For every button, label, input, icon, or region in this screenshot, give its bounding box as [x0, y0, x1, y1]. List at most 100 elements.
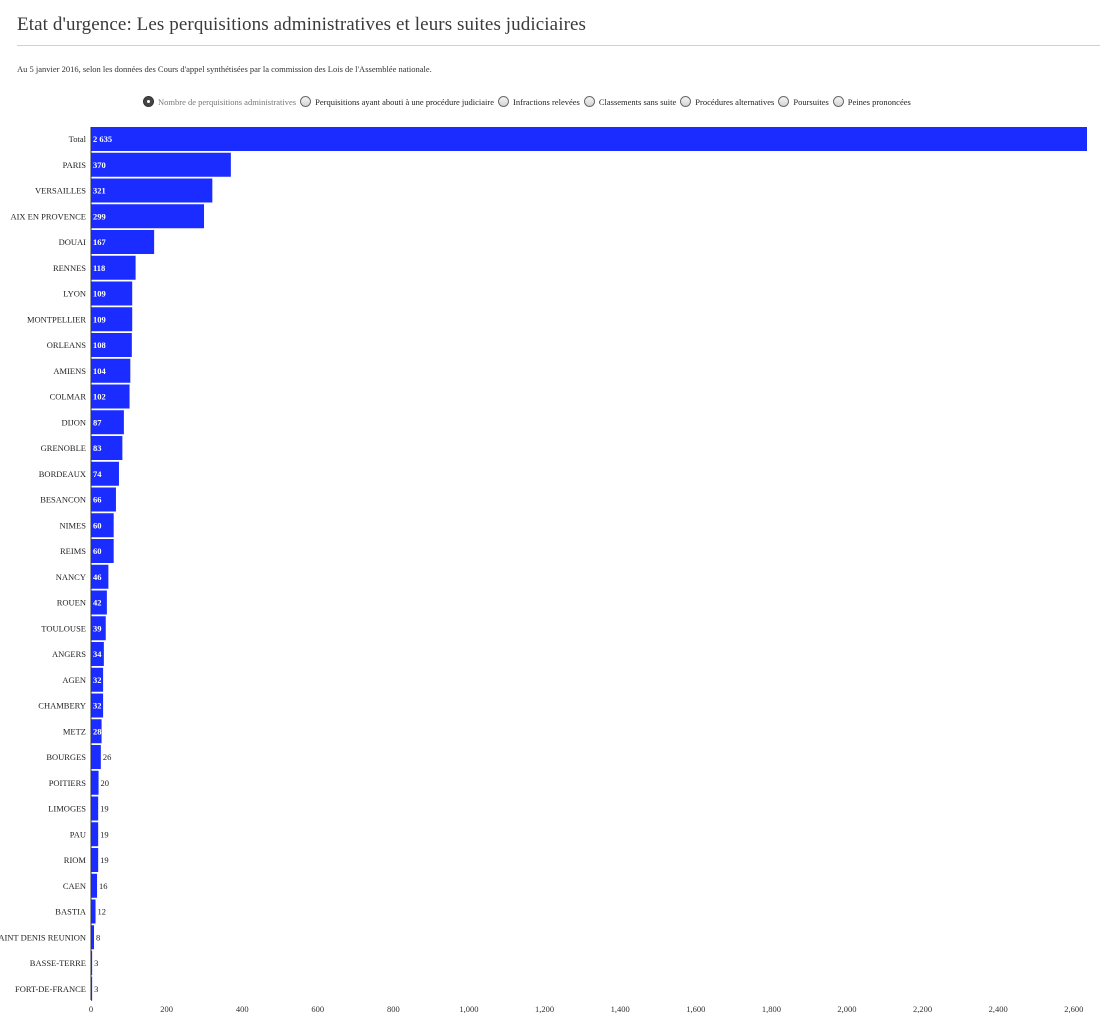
- bar-nimes: [91, 513, 114, 538]
- value-label-lyon: 109: [93, 289, 106, 299]
- value-label-riom: 19: [100, 855, 109, 865]
- value-label-dijon: 87: [93, 417, 102, 427]
- value-label-bastia: 12: [98, 907, 107, 917]
- value-label-grenoble: 83: [93, 443, 102, 453]
- value-label-chambery: 32: [93, 701, 102, 711]
- bar-toulouse: [91, 616, 106, 641]
- value-label-toulouse: 39: [93, 623, 102, 633]
- bar-agen: [91, 667, 104, 692]
- value-label-limoges: 19: [100, 804, 109, 814]
- value-label-saint-denis-reunion: 8: [96, 932, 100, 942]
- radio-label: Infractions relevées: [513, 96, 580, 107]
- value-label-aix-en-provence: 299: [93, 211, 106, 221]
- value-label-agen: 32: [93, 675, 102, 685]
- bar-aix-en-provence: [91, 204, 205, 229]
- category-label-nimes: NIMES: [60, 520, 87, 530]
- value-label-versailles: 321: [93, 186, 106, 196]
- radio-classements-sans-suite[interactable]: Classements sans suite: [583, 96, 677, 107]
- value-label-paris: 370: [93, 160, 106, 170]
- bar-reims: [91, 539, 114, 563]
- category-label-aix-en-provence: AIX EN PROVENCE: [10, 211, 86, 221]
- bar-fort-de-france: [91, 976, 93, 1001]
- radio-procedures-alternatives[interactable]: Procédures alternatives: [680, 96, 774, 107]
- category-label-riom: RIOM: [64, 855, 87, 865]
- value-label-nancy: 46: [93, 572, 102, 582]
- category-label-paris: PARIS: [63, 160, 87, 170]
- category-label-poitiers: POITIERS: [49, 778, 87, 788]
- bar-lyon: [91, 281, 133, 306]
- radio-button-icon[interactable]: [778, 96, 790, 107]
- radio-button-icon[interactable]: [498, 96, 510, 107]
- category-label-toulouse: TOULOUSE: [41, 623, 86, 633]
- value-label-pau: 19: [100, 829, 109, 839]
- bar-rouen: [91, 590, 107, 615]
- bar-paris: [91, 152, 231, 177]
- radio-button-icon[interactable]: [583, 96, 595, 107]
- value-label-nimes: 60: [93, 520, 102, 530]
- value-label-poitiers: 20: [101, 778, 110, 788]
- value-label-basse-terre: 3: [94, 958, 98, 968]
- value-label-bourges: 26: [103, 752, 112, 762]
- value-label-amiens: 104: [93, 366, 107, 376]
- category-label-reims: REIMS: [60, 546, 86, 556]
- radio-label: Nombre de perquisitions administratives: [158, 96, 297, 107]
- category-label-metz: METZ: [63, 726, 86, 736]
- radio-label: Classements sans suite: [598, 96, 677, 107]
- category-label-angers: ANGERS: [52, 649, 86, 659]
- category-label-bourges: BOURGES: [46, 752, 86, 762]
- radio-procedure-judiciaire[interactable]: Perquisitions ayant abouti à une procédu…: [300, 96, 494, 107]
- value-label-bordeaux: 74: [93, 469, 102, 479]
- radio-infractions-relevees[interactable]: Infractions relevées: [498, 96, 580, 107]
- value-label-metz: 28: [93, 726, 102, 736]
- category-label-total: Total: [69, 134, 87, 144]
- bar-caen: [91, 873, 98, 898]
- bar-colmar: [91, 384, 130, 409]
- radio-button-icon[interactable]: [143, 96, 154, 107]
- category-label-fort-de-france: FORT-DE-FRANCE: [15, 984, 86, 994]
- radio-button-icon[interactable]: [680, 96, 692, 107]
- bar-limoges: [91, 796, 99, 821]
- x-tick-label: 2,600: [1064, 1004, 1083, 1014]
- bar-montpellier: [91, 307, 133, 332]
- value-label-rennes: 118: [93, 263, 105, 273]
- x-tick-label: 2,200: [913, 1004, 932, 1014]
- bar-orleans: [91, 333, 132, 357]
- x-tick-label: 400: [236, 1004, 249, 1014]
- metric-selector: Nombre de perquisitions administratives …: [143, 96, 915, 107]
- x-tick-label: 2,000: [837, 1004, 856, 1014]
- radio-button-icon[interactable]: [832, 96, 844, 107]
- x-tick-label: 200: [160, 1004, 173, 1014]
- x-tick-label: 1,800: [762, 1004, 781, 1014]
- category-label-orleans: ORLEANS: [47, 340, 86, 350]
- radio-perquisitions-administratives[interactable]: Nombre de perquisitions administratives: [143, 96, 296, 107]
- title-divider: [17, 45, 1100, 46]
- category-label-amiens: AMIENS: [53, 366, 86, 376]
- x-tick-label: 1,000: [459, 1004, 478, 1014]
- value-label-reims: 60: [93, 546, 102, 556]
- category-label-colmar: COLMAR: [50, 392, 87, 402]
- x-tick-label: 1,600: [686, 1004, 705, 1014]
- radio-button-icon[interactable]: [300, 96, 312, 107]
- category-label-bastia: BASTIA: [55, 907, 87, 917]
- category-label-lyon: LYON: [63, 289, 86, 299]
- category-label-caen: CAEN: [63, 881, 86, 891]
- category-label-grenoble: GRENOBLE: [41, 443, 86, 453]
- bar-grenoble: [91, 436, 123, 460]
- bar-metz: [91, 719, 102, 744]
- x-tick-label: 2,400: [989, 1004, 1008, 1014]
- subtitle: Au 5 janvier 2016, selon les données des…: [17, 64, 432, 74]
- bar-amiens: [91, 358, 131, 383]
- radio-label: Procédures alternatives: [695, 96, 775, 107]
- value-label-colmar: 102: [93, 392, 106, 402]
- value-label-montpellier: 109: [93, 314, 106, 324]
- category-label-saint-denis-reunion: SAINT DENIS REUNION: [0, 932, 86, 942]
- x-tick-label: 800: [387, 1004, 400, 1014]
- category-label-chambery: CHAMBERY: [38, 701, 86, 711]
- page-title: Etat d'urgence: Les perquisitions admini…: [17, 14, 587, 35]
- radio-poursuites[interactable]: Poursuites: [778, 96, 829, 107]
- radio-peines-prononcees[interactable]: Peines prononcées: [832, 96, 911, 107]
- category-label-limoges: LIMOGES: [48, 804, 86, 814]
- radio-label: Poursuites: [793, 96, 829, 107]
- bar-poitiers: [91, 770, 99, 795]
